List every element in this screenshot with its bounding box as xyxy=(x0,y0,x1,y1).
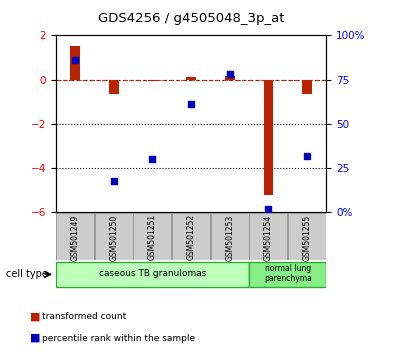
Point xyxy=(111,178,117,183)
Text: GSM501255: GSM501255 xyxy=(302,214,312,261)
Point xyxy=(226,72,233,77)
Text: ■: ■ xyxy=(30,312,40,322)
FancyBboxPatch shape xyxy=(288,213,326,260)
Bar xyxy=(263,80,273,195)
Text: caseous TB granulomas: caseous TB granulomas xyxy=(99,269,206,278)
Text: GSM501251: GSM501251 xyxy=(148,214,157,261)
FancyBboxPatch shape xyxy=(250,213,287,260)
Text: GSM501250: GSM501250 xyxy=(109,214,118,261)
FancyBboxPatch shape xyxy=(95,213,133,260)
Bar xyxy=(148,80,157,81)
Text: GDS4256 / g4505048_3p_at: GDS4256 / g4505048_3p_at xyxy=(98,12,284,25)
Text: GSM501249: GSM501249 xyxy=(70,214,80,261)
Point xyxy=(188,102,194,107)
FancyBboxPatch shape xyxy=(249,262,326,287)
FancyBboxPatch shape xyxy=(56,213,94,260)
Bar xyxy=(302,80,312,94)
Text: normal lung
parenchyma: normal lung parenchyma xyxy=(264,264,312,284)
FancyBboxPatch shape xyxy=(211,213,249,260)
Text: percentile rank within the sample: percentile rank within the sample xyxy=(42,333,195,343)
Point xyxy=(304,153,310,159)
Text: transformed count: transformed count xyxy=(42,312,126,321)
FancyBboxPatch shape xyxy=(133,213,171,260)
FancyBboxPatch shape xyxy=(172,213,210,260)
FancyBboxPatch shape xyxy=(56,262,249,287)
Point xyxy=(149,156,156,162)
Text: cell type: cell type xyxy=(6,269,48,279)
Bar xyxy=(186,78,196,80)
Text: GSM501253: GSM501253 xyxy=(225,214,234,261)
Text: GSM501252: GSM501252 xyxy=(187,214,195,261)
Text: GSM501254: GSM501254 xyxy=(264,214,273,261)
Bar xyxy=(70,46,80,80)
Bar xyxy=(225,76,234,80)
Text: ■: ■ xyxy=(30,333,40,343)
Point xyxy=(265,206,271,212)
Point xyxy=(72,57,78,63)
Bar xyxy=(109,80,119,94)
